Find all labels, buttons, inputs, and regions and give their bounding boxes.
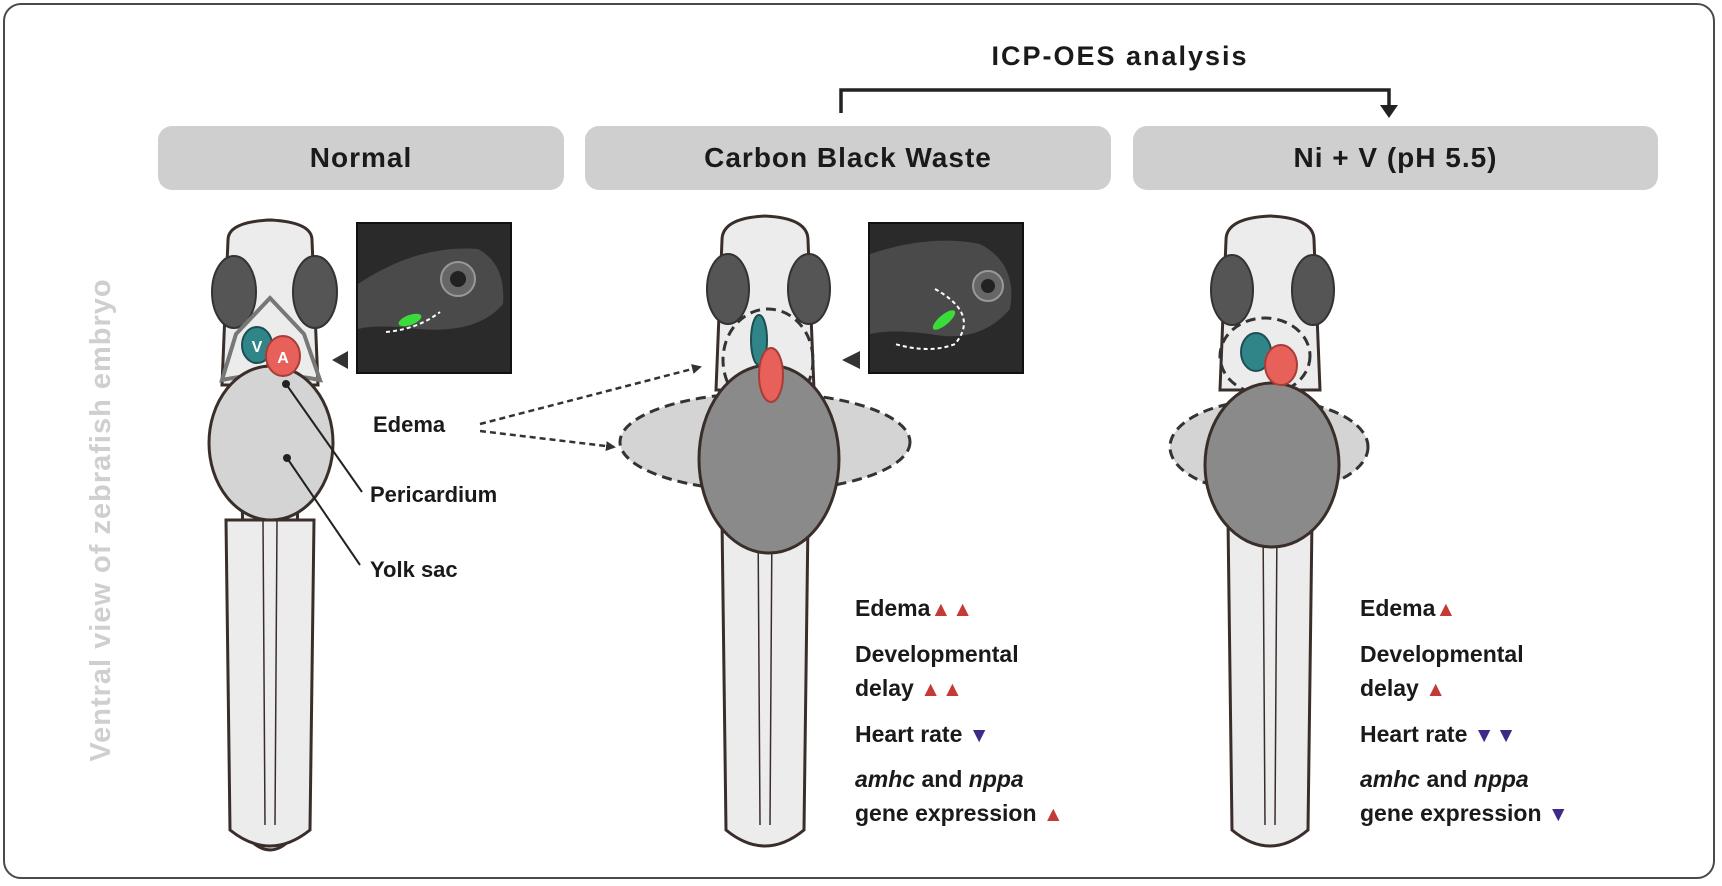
cbw-heart-rate-effect: Heart rate ▼ <box>855 721 991 747</box>
eye-left-normal <box>211 255 257 329</box>
edema-arrow-upper <box>479 364 702 426</box>
up-arrow-icon: ▲ <box>1425 678 1448 701</box>
embryo-tail-normal <box>224 518 316 848</box>
up-arrow-icon: ▲ <box>1042 803 1065 826</box>
eye-right-normal <box>292 255 338 329</box>
fluorescence-photo-cbw <box>868 222 1024 374</box>
photo-pointer-normal <box>332 351 348 369</box>
edema-arrow-lower <box>479 429 616 452</box>
atrium-cbw <box>758 347 784 403</box>
embryo-carbon-black <box>618 214 912 848</box>
embryo-tail-niv <box>1226 518 1314 848</box>
fluorescence-photo-normal <box>356 222 512 374</box>
up-arrow-icon: ▲ <box>1435 598 1458 621</box>
eye-right-niv <box>1291 254 1335 326</box>
yolk-sac-leader <box>286 457 361 566</box>
icp-oes-title: ICP-OES analysis <box>991 41 1249 71</box>
down-arrow-icon: ▼ <box>1547 803 1570 826</box>
figure-frame <box>3 3 1715 879</box>
pericardium-label: Pericardium <box>370 482 498 507</box>
yolk-sac-niv <box>1203 381 1341 549</box>
embryo-tail-cbw <box>720 518 810 848</box>
eye-left-niv <box>1210 254 1254 326</box>
panel-title-normal: Normal <box>158 126 564 190</box>
edema-label: Edema <box>373 412 446 437</box>
pericardium-leader <box>285 383 363 493</box>
down-arrow-icon: ▼▼ <box>1473 724 1518 747</box>
niv-edema-effect: Edema▲ <box>1360 595 1458 621</box>
up-arrow-icon: ▲▲ <box>920 678 964 701</box>
atrium-normal <box>265 335 301 377</box>
cbw-dev-delay-effect: Developmental delay ▲▲ <box>855 641 1019 701</box>
ventricle-label: V <box>252 339 263 356</box>
down-arrow-icon: ▼ <box>968 724 991 747</box>
yolk-sac-label: Yolk sac <box>370 557 458 582</box>
atrium-niv <box>1264 344 1298 386</box>
eye-right-cbw <box>787 253 831 325</box>
niv-heart-rate-effect: Heart rate ▼▼ <box>1360 721 1518 747</box>
icp-oes-bracket <box>839 88 1398 118</box>
up-arrow-icon: ▲▲ <box>930 598 975 621</box>
embryo-ni-v <box>1168 214 1370 848</box>
eye-left-cbw <box>706 253 750 325</box>
atrium-label: A <box>277 350 289 367</box>
niv-dev-delay-effect: Developmental delay ▲ <box>1360 641 1524 701</box>
panel-title-ni-v: Ni + V (pH 5.5) <box>1133 126 1658 190</box>
pericardium-edema-cbw <box>721 307 815 413</box>
niv-gene-effect: amhc and nppa gene expression ▼ <box>1360 766 1570 826</box>
embryo-normal: V A <box>207 218 363 852</box>
cbw-edema-effect: Edema▲▲ <box>855 595 975 621</box>
panel-title-carbon-black-waste: Carbon Black Waste <box>585 126 1111 190</box>
cbw-gene-effect: amhc and nppa gene expression ▲ <box>855 766 1065 826</box>
photo-pointer-cbw <box>842 351 860 369</box>
